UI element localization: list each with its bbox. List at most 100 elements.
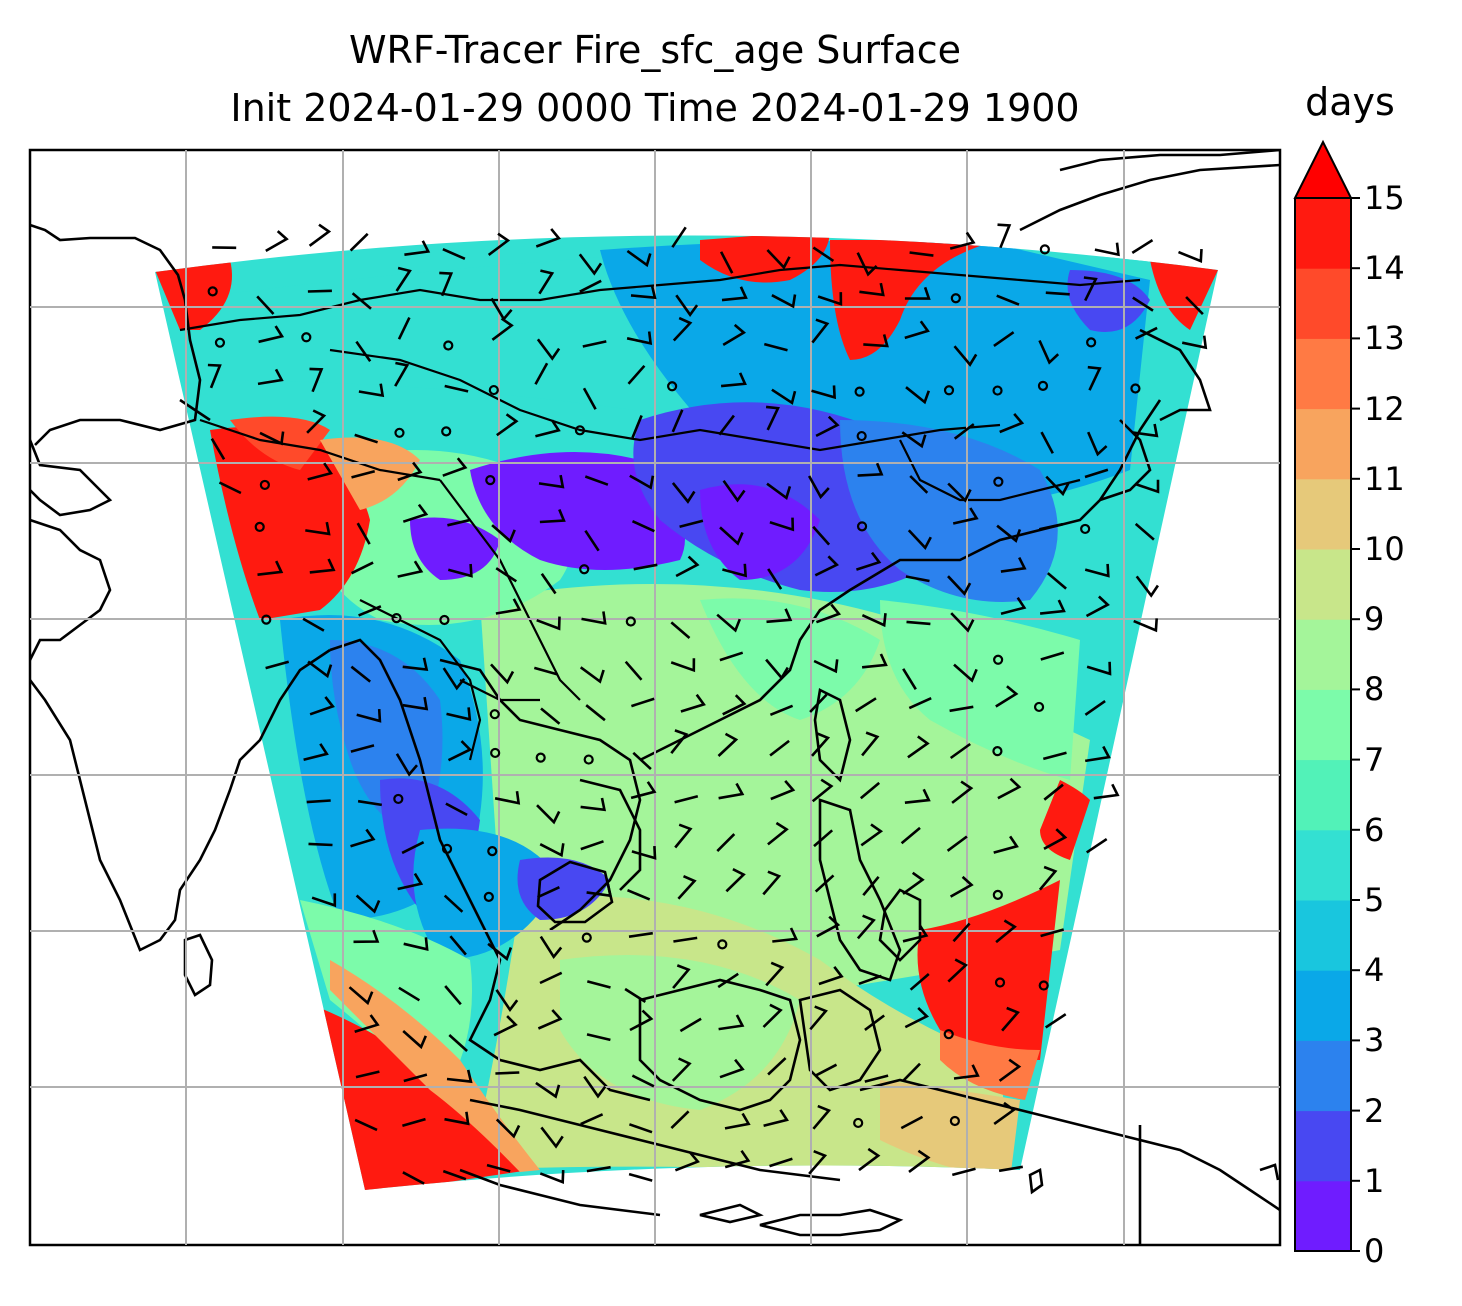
wind-barb	[535, 1081, 561, 1099]
wind-barb	[861, 731, 880, 757]
wind-barb	[535, 228, 561, 248]
wind-barb	[861, 653, 888, 669]
wind-barb	[403, 937, 429, 951]
calm-wind-marker	[943, 385, 955, 396]
wind-barb	[354, 1014, 380, 1034]
wind-barb	[398, 986, 421, 1002]
calm-wind-marker	[574, 425, 586, 436]
wind-barb	[1087, 431, 1108, 457]
wind-barb	[442, 1169, 467, 1181]
wind-barb	[350, 744, 375, 753]
wind-barb	[722, 323, 747, 347]
calm-wind-marker	[1080, 523, 1091, 535]
wind-barb	[1085, 838, 1108, 854]
wind-barb	[1085, 595, 1110, 618]
wind-barb	[533, 666, 558, 676]
wind-barb	[863, 334, 889, 348]
wind-barb	[394, 361, 410, 387]
wind-barb	[949, 742, 971, 760]
colorbar-tick-label: 10	[1364, 530, 1405, 568]
wind-barb	[302, 617, 325, 632]
calm-wind-marker	[583, 754, 594, 765]
wind-barb	[762, 1003, 783, 1028]
wind-barb	[949, 875, 974, 898]
wind-barb	[308, 842, 333, 847]
colorbar-bin	[1295, 478, 1351, 550]
colorbar-bin	[1295, 829, 1351, 901]
wind-barb	[951, 780, 974, 804]
wind-barb	[807, 475, 830, 500]
wind-barb	[628, 1172, 653, 1182]
calm-wind-marker	[441, 426, 452, 437]
wind-barb	[397, 872, 424, 891]
wind-barb	[772, 927, 799, 943]
coastlines	[30, 150, 1280, 1245]
calm-wind-marker	[717, 939, 728, 950]
wind-barb	[1040, 928, 1065, 938]
calm-wind-marker	[214, 337, 226, 348]
wind-barb	[586, 1165, 611, 1173]
wind-barb	[909, 973, 930, 991]
wind-barb	[722, 563, 748, 578]
wind-barb	[864, 1014, 885, 1031]
wind-barb	[586, 980, 611, 989]
colorbar-bin	[1295, 759, 1351, 831]
wind-barb	[719, 651, 744, 662]
wind-barb	[906, 620, 931, 626]
wind-barb	[811, 732, 831, 757]
wind-barb	[397, 317, 411, 340]
wind-barb	[1133, 618, 1158, 633]
wind-barb	[491, 317, 514, 341]
wind-barb	[767, 568, 783, 590]
wind-barb	[538, 269, 555, 295]
wind-barb	[307, 462, 333, 481]
wind-barb	[257, 560, 284, 576]
wind-barb	[402, 1117, 426, 1128]
wind-barb	[306, 799, 331, 804]
wind-barb	[861, 613, 887, 628]
wind-barb	[674, 823, 693, 849]
calm-wind-marker	[1038, 980, 1049, 991]
wind-barb	[765, 961, 785, 987]
wind-barb	[814, 874, 835, 893]
wind-barb	[1000, 557, 1027, 573]
wind-barb	[670, 658, 696, 673]
wind-barb	[998, 1165, 1024, 1173]
wind-barb	[902, 924, 929, 943]
wind-barb	[1185, 296, 1204, 316]
calm-wind-marker	[254, 521, 265, 533]
wind-barb	[952, 507, 979, 525]
wind-barb	[495, 1071, 520, 1075]
wind-barb	[902, 1062, 921, 1082]
wind-barb	[356, 522, 371, 545]
wind-barb	[902, 871, 925, 895]
colorbar-bin	[1295, 1110, 1351, 1182]
calm-wind-marker	[483, 891, 494, 902]
wind-barb	[540, 1126, 564, 1149]
wind-barb	[397, 560, 424, 578]
wind-barb	[1084, 700, 1106, 716]
colorbar-bin	[1295, 970, 1351, 1041]
wind-barb	[580, 797, 607, 812]
wind-barb	[309, 367, 324, 393]
colorbar-tick-label: 8	[1364, 670, 1385, 709]
wind-barb	[442, 457, 468, 477]
wind-barb	[953, 663, 978, 683]
wind-barb	[1134, 479, 1160, 494]
wind-barb	[1001, 1006, 1020, 1032]
wind-barb	[763, 342, 788, 352]
wind-barb	[258, 325, 285, 344]
wind-barb	[1084, 745, 1111, 763]
wind-barb	[811, 778, 834, 803]
colorbar-bin	[1295, 1180, 1351, 1252]
wind-barb	[631, 415, 643, 439]
wind-barb	[1094, 242, 1120, 257]
wind-barb	[580, 840, 604, 851]
wind-barb	[401, 841, 425, 855]
wind-barb	[1039, 599, 1066, 615]
wind-barb	[353, 929, 380, 944]
wind-barb	[582, 387, 597, 410]
wind-barb	[995, 919, 1017, 944]
colorbar-bin	[1295, 549, 1351, 620]
colorbar-tick-label: 4	[1364, 951, 1385, 990]
